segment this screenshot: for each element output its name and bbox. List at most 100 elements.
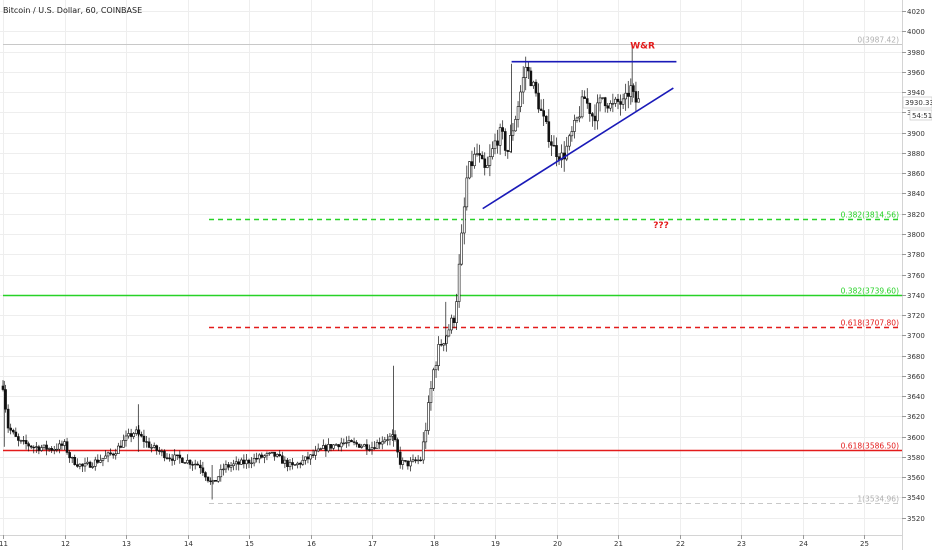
fib-level-label: 1(3534.96)	[857, 495, 899, 504]
price-tick-label: 3520	[907, 515, 925, 523]
candle	[76, 458, 79, 468]
candle-body	[6, 408, 10, 429]
candle	[216, 476, 220, 483]
price-tick-label: 3960	[907, 69, 925, 77]
candle-body	[106, 452, 110, 457]
candle-body	[542, 110, 545, 117]
candle	[334, 443, 338, 446]
candle-body	[188, 459, 192, 465]
candle	[124, 430, 128, 447]
candle	[311, 449, 315, 458]
time-tick-label: 21	[614, 540, 623, 548]
candle	[109, 448, 112, 456]
candle	[47, 447, 51, 452]
price-axis[interactable]: 3520 3540 3560 3580 3600 3620 3640 3660 3680 3700…	[902, 8, 925, 523]
candle	[291, 458, 294, 470]
candle-body	[96, 459, 100, 463]
candle-body	[19, 440, 23, 442]
candle	[196, 461, 200, 466]
candle	[429, 381, 433, 411]
candle	[283, 456, 287, 469]
candle	[11, 428, 15, 435]
candle	[70, 456, 74, 464]
time-tick-label: 25	[860, 540, 869, 548]
candle-body	[63, 441, 66, 446]
candle	[186, 454, 189, 465]
candle	[93, 456, 97, 471]
candle	[488, 144, 492, 177]
candle	[378, 437, 381, 449]
candle	[96, 454, 100, 464]
candle-body	[65, 441, 69, 453]
candle	[152, 442, 156, 449]
candle	[270, 451, 274, 454]
candle	[337, 443, 340, 451]
candle	[111, 452, 115, 459]
candle-body	[552, 145, 556, 147]
candle	[265, 451, 269, 461]
candle	[347, 435, 351, 447]
trendline-support[interactable]	[482, 87, 674, 210]
price-tick-label: 3880	[907, 150, 925, 158]
candle-body	[434, 365, 438, 371]
candle	[316, 443, 320, 453]
time-axis[interactable]: 11 12 13 14 15 16 17 18 19 20 21 22 23 24 25	[0, 535, 869, 548]
annotation-label: ???	[653, 221, 669, 231]
price-tick-label: 3840	[907, 190, 925, 198]
candle	[286, 458, 289, 472]
candle-body	[173, 454, 176, 461]
candle	[529, 67, 533, 87]
candle	[158, 446, 161, 455]
candle	[106, 451, 110, 463]
candle	[257, 453, 261, 464]
candle	[309, 454, 312, 465]
candle-body	[488, 156, 492, 166]
candle-body	[99, 460, 102, 463]
candle-body	[375, 442, 379, 449]
candle	[332, 443, 335, 451]
candle-body	[555, 145, 558, 157]
candle	[250, 457, 253, 469]
candle-body	[309, 454, 312, 460]
candle-body	[388, 435, 392, 441]
candle-body	[462, 206, 466, 234]
candle-body	[250, 462, 253, 465]
candle	[32, 445, 36, 454]
candle-body	[570, 131, 574, 137]
candle-body	[140, 433, 143, 437]
candle-body	[132, 433, 135, 437]
candle-body	[129, 433, 133, 437]
candle-body	[55, 448, 59, 451]
candle-body	[68, 452, 71, 459]
candle	[591, 111, 594, 127]
candle	[6, 404, 10, 433]
candle-body	[1, 385, 5, 390]
price-tick-label: 3760	[907, 272, 925, 280]
trendlines[interactable]	[482, 60, 677, 210]
candle	[534, 79, 538, 97]
candle-body	[11, 429, 15, 433]
candle	[519, 85, 522, 113]
candle-body	[404, 460, 407, 462]
candle-body	[480, 154, 484, 160]
candle-body	[370, 447, 374, 450]
candle-body	[596, 102, 599, 122]
time-tick-label: 19	[491, 540, 500, 548]
candle-body	[439, 344, 443, 346]
candle-body	[593, 115, 597, 122]
candle-body	[181, 457, 184, 463]
candle	[255, 452, 258, 463]
candle-body	[355, 442, 358, 445]
candle	[150, 443, 153, 453]
price-tick-label: 3800	[907, 231, 925, 239]
candle-body	[88, 461, 92, 468]
candle	[301, 455, 305, 466]
candle	[414, 456, 417, 464]
candle	[606, 102, 610, 113]
candle-body	[147, 441, 151, 448]
candle	[252, 453, 256, 467]
candle	[473, 147, 476, 169]
candle	[329, 444, 333, 452]
candle-body	[206, 476, 210, 482]
